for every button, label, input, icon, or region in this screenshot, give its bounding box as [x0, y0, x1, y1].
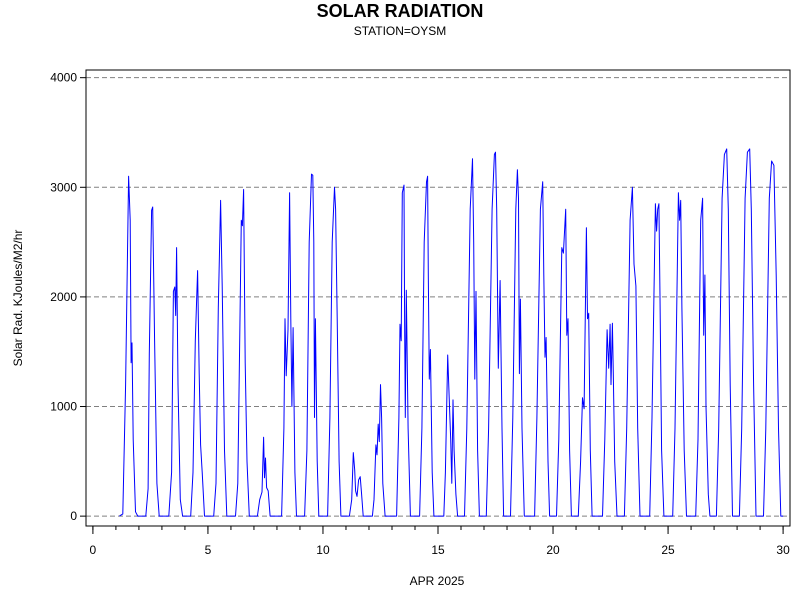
y-tick-label: 4000	[50, 71, 77, 85]
x-tick-label: 20	[546, 543, 560, 557]
x-tick-label: 0	[90, 543, 97, 557]
x-axis-label: APR 2025	[410, 574, 465, 588]
x-tick-label: 10	[316, 543, 330, 557]
chart-title: SOLAR RADIATION	[316, 1, 484, 21]
y-tick-label: 2000	[50, 290, 77, 304]
x-tick-label: 25	[661, 543, 675, 557]
x-tick-label: 5	[205, 543, 212, 557]
y-tick-label: 3000	[50, 180, 77, 194]
y-axis-label: Solar Rad. KJoules/M2/hr	[11, 230, 25, 367]
series-group	[119, 148, 784, 517]
y-axis: 0 1000 2000 3000 4000	[50, 71, 86, 523]
x-tick-label: 15	[431, 543, 445, 557]
y-tick-label: 1000	[50, 400, 77, 414]
x-axis: 0 5 10 15 20 25 30	[90, 526, 790, 557]
chart-subtitle: STATION=OYSM	[353, 24, 447, 38]
series-line-0	[119, 148, 784, 517]
x-tick-label: 30	[776, 543, 790, 557]
y-tick-label: 0	[70, 509, 77, 523]
